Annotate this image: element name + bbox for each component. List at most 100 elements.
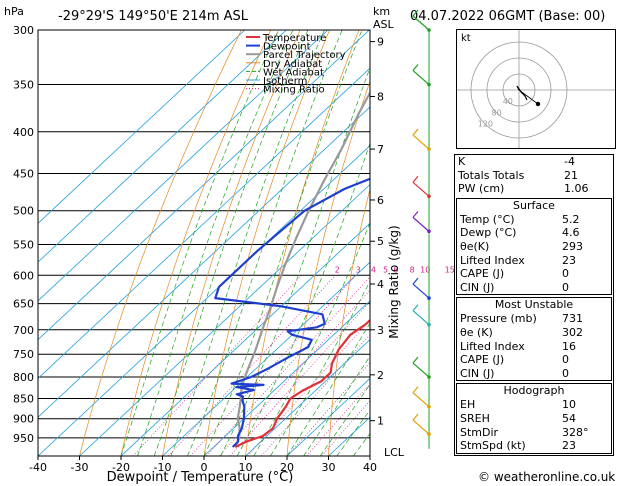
- mixing-ratio-label: 4: [371, 265, 376, 274]
- row-value: 23: [562, 439, 576, 453]
- datetime-header: 04.07.2022 06GMT (Base: 00): [410, 9, 606, 24]
- row-value: 0: [562, 280, 569, 294]
- mixing-ratio-label: 8: [410, 265, 415, 274]
- pressure-tick-label: 800: [13, 371, 34, 384]
- table-row: StmDir 328°: [457, 426, 611, 440]
- mixing-ratio-axis-label: Mixing Ratio (g/kg): [387, 225, 401, 338]
- table-row: CIN (J) 0: [457, 281, 611, 295]
- hodograph-table-title: Hodograph: [503, 384, 565, 398]
- wind-barb: [412, 15, 430, 31]
- row-label: PW (cm): [458, 182, 505, 196]
- legend-label: Dry Adiabat: [263, 59, 322, 70]
- table-row: Lifted Index 16: [457, 340, 611, 354]
- row-value: 1.06: [564, 182, 589, 196]
- wind-barb: [412, 392, 430, 408]
- hodograph-table: EH 10 SREH 54 StmDir 328° StmSpd (kt) 23: [457, 398, 611, 452]
- wind-barb-dot: [427, 194, 431, 199]
- row-label: EH: [460, 398, 476, 412]
- hodograph-ring-label: 120: [478, 120, 493, 129]
- row-value: -4: [564, 155, 575, 168]
- height-unit-top: km: [373, 5, 391, 18]
- row-label: Lifted Index: [460, 253, 525, 267]
- hodograph-unit: kt: [461, 33, 471, 44]
- surface-section: Surface Temp (°C) 5.2 Dewp (°C) 4.6 θe(K) 293…: [456, 197, 612, 296]
- pressure-tick-label: 700: [13, 324, 34, 337]
- table-row: K -4: [455, 155, 613, 169]
- pressure-tick-label: 900: [13, 413, 34, 426]
- row-value: 10: [562, 398, 576, 412]
- row-value: 0: [562, 353, 569, 367]
- isotherm-line: [286, 377, 370, 456]
- row-value: 293: [562, 239, 583, 253]
- table-row: PW (cm) 1.06: [455, 182, 613, 196]
- row-value: 16: [562, 339, 576, 353]
- wet-adiabat-line: [170, 30, 325, 456]
- location-header: -29°29'S 149°50'E 214m ASL: [58, 9, 249, 24]
- row-label: Pressure (mb): [460, 312, 537, 326]
- row-value: 21: [564, 168, 578, 182]
- height-tick-label: 5: [377, 235, 384, 248]
- row-label: CIN (J): [460, 366, 495, 380]
- row-value: 731: [562, 312, 583, 326]
- wind-barb-dot: [427, 147, 431, 151]
- wet-adiabat-line: [187, 30, 343, 456]
- mixing-ratio-line: [190, 275, 357, 456]
- wet-adiabat-line: [303, 355, 370, 456]
- isotherm-line: [162, 261, 370, 456]
- mixing-ratio-label: 10: [420, 265, 430, 274]
- wind-barb-flag: [412, 356, 419, 364]
- legend-label: Mixing Ratio: [263, 85, 325, 96]
- height-tick-label: 2: [377, 369, 384, 382]
- x-tick-label: -40: [29, 461, 47, 474]
- indices-table: K -4 Totals Totals 21 PW (cm) 1.06: [455, 155, 613, 196]
- row-value: 5.2: [562, 212, 580, 226]
- row-label: Totals Totals: [458, 168, 525, 182]
- storm-motion-vector: [518, 89, 539, 105]
- wind-barb: [412, 181, 430, 197]
- x-tick-label: -10: [154, 461, 172, 474]
- wind-barb: [412, 419, 430, 435]
- pressure-tick-label: 450: [13, 167, 34, 180]
- wind-barb: [412, 70, 430, 85]
- isotherm-line: [38, 30, 287, 263]
- isotherm-line: [203, 300, 370, 456]
- dry-adiabat-line: [79, 30, 242, 456]
- table-row: EH 10: [457, 398, 611, 412]
- mixing-ratio-label: 2: [335, 265, 340, 274]
- wind-barb-flag: [412, 9, 419, 17]
- mixing-ratio-line: [132, 275, 302, 456]
- mixing-ratio-label: 5: [383, 265, 388, 274]
- most-unstable-section: Most Unstable Pressure (mb) 731 θe (K) 302 L…: [456, 297, 612, 382]
- row-label: K: [458, 155, 466, 168]
- legend-label: Dewpoint: [263, 42, 311, 53]
- wind-barb-dot: [427, 322, 431, 327]
- storm-motion-dot: [535, 101, 541, 107]
- wind-barb-dot: [427, 296, 431, 300]
- height-tick-label: 1: [377, 415, 384, 428]
- dry-adiabat-line: [120, 30, 272, 456]
- wind-barb: [412, 216, 430, 232]
- x-tick-label: -20: [112, 461, 130, 474]
- x-tick-label: 0: [201, 461, 208, 474]
- pressure-tick-label: 850: [13, 392, 34, 405]
- indices-panel: K -4 Totals Totals 21 PW (cm) 1.06 Surface Te…: [454, 154, 614, 456]
- table-row: CIN (J) 0: [457, 367, 611, 381]
- height-tick-label: 9: [377, 36, 384, 49]
- wind-barb-flag: [412, 64, 419, 71]
- surface-table: Temp (°C) 5.2 Dewp (°C) 4.6 θe(K) 293 Lifted I…: [457, 213, 611, 295]
- wet-adiabat-line: [137, 30, 294, 456]
- table-row: CAPE (J) 0: [457, 353, 611, 367]
- row-label: Dewp (°C): [460, 226, 517, 240]
- dry-adiabat-line: [203, 30, 330, 456]
- row-label: θe (K): [460, 325, 493, 339]
- wet-adiabat-line: [236, 142, 370, 456]
- isotherm-line: [38, 30, 246, 224]
- table-row: Temp (°C) 5.2: [457, 213, 611, 227]
- pressure-tick-label: 750: [13, 348, 34, 361]
- mixing-ratio-label: 6: [393, 265, 398, 274]
- table-row: θe (K) 302: [457, 326, 611, 340]
- wind-barb-dot: [427, 28, 431, 32]
- row-value: 0: [562, 366, 569, 380]
- dry-adiabat-line: [328, 187, 370, 456]
- legend-label: Parcel Trajectory: [263, 50, 346, 61]
